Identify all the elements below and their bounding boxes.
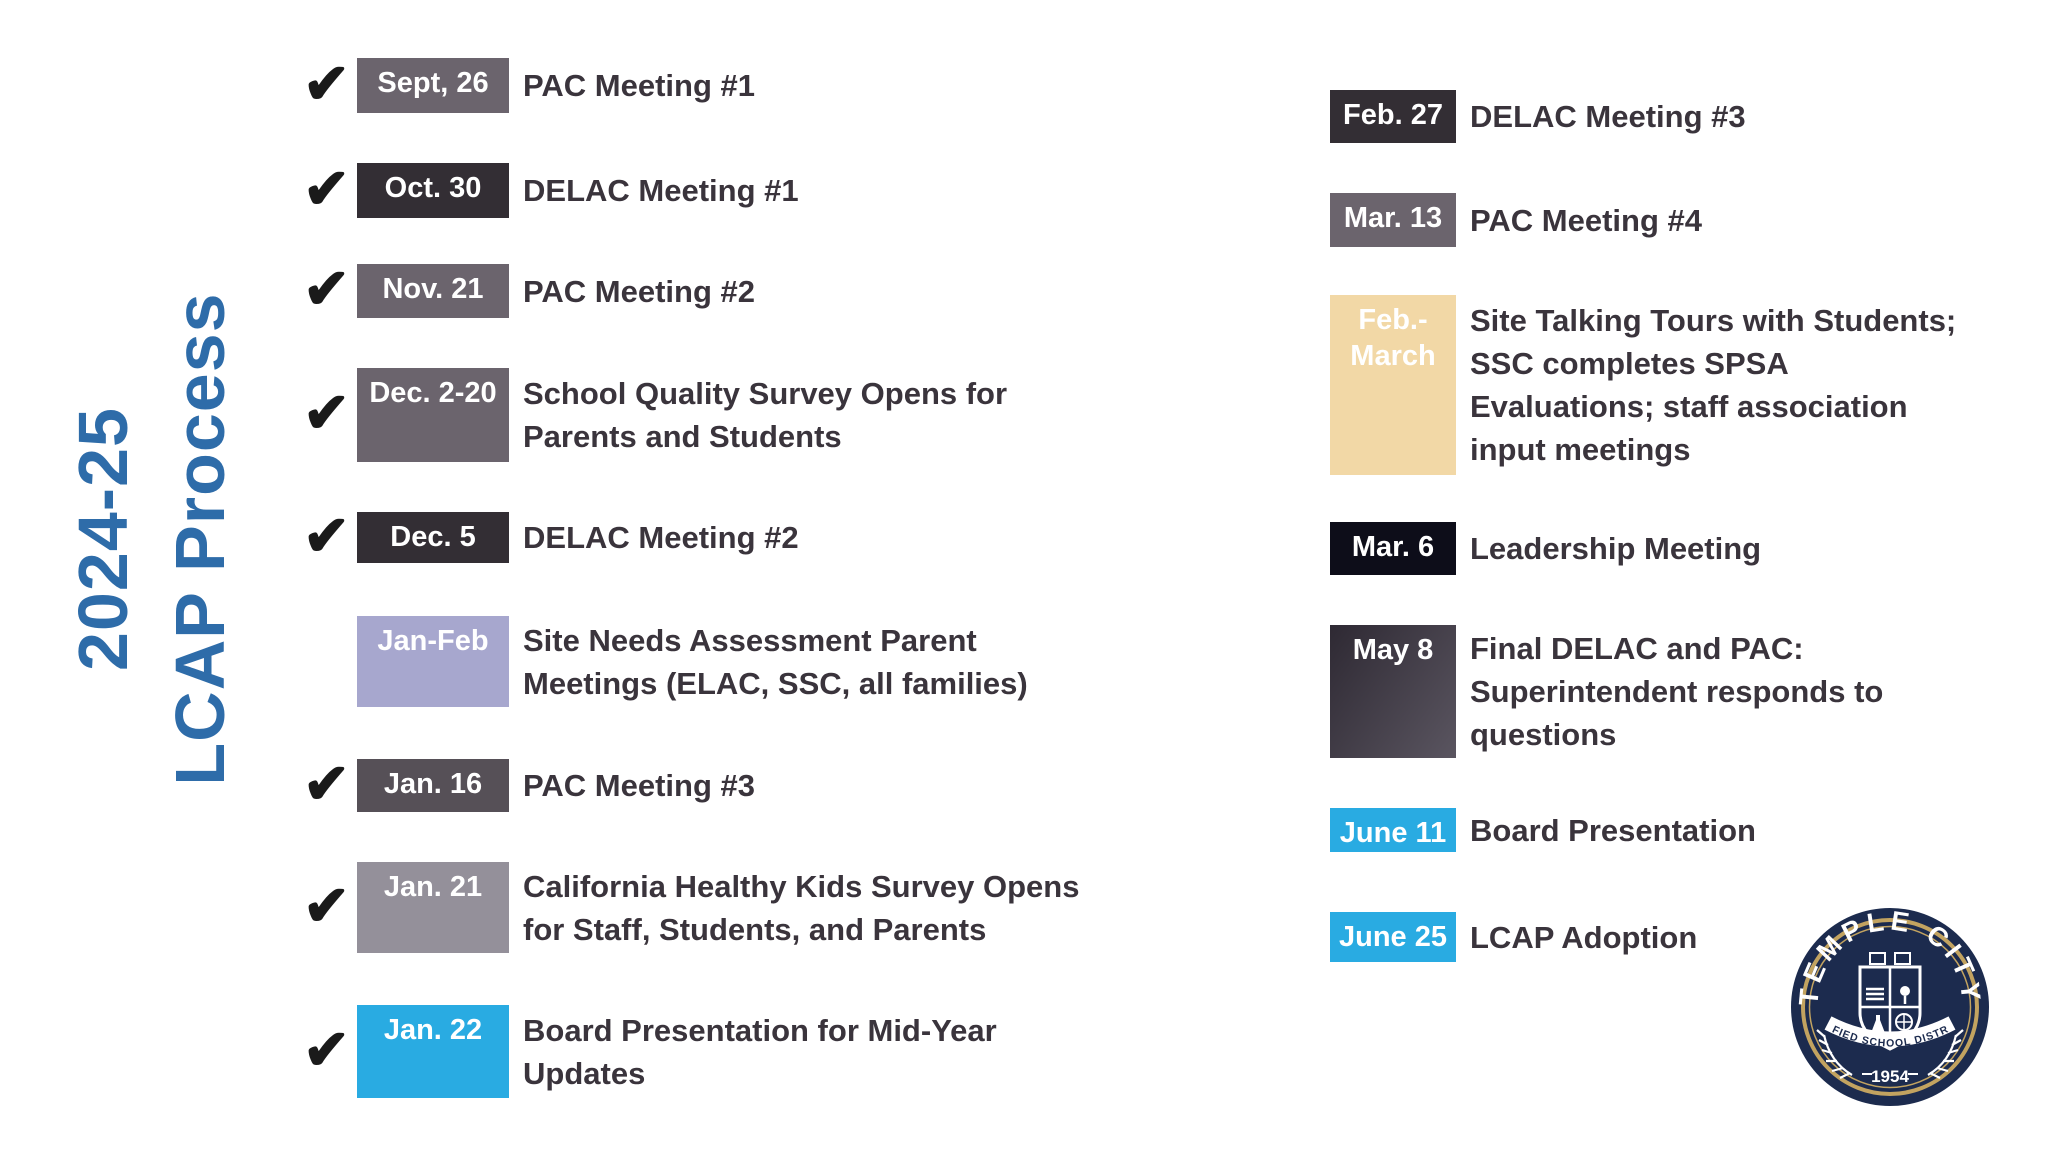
date-badge: Dec. 2-20 [357, 368, 509, 462]
event-label: LCAP Adoption [1470, 919, 1698, 955]
date-badge: Oct. 30 [357, 163, 509, 218]
district-seal-logo: TEMPLE CITY UNIFIED SCHOOL DISTRICT [1790, 907, 1989, 1106]
event-label: Final DELAC and PAC: Superintendent resp… [1470, 631, 1884, 752]
slide-title-line1: 2024-25 [64, 407, 142, 671]
timeline-row: ✔ Jan. 21 California Healthy Kids Survey… [303, 862, 1079, 953]
timeline-row: Mar. 13 PAC Meeting #4 [1330, 193, 1702, 247]
date-badge: Feb. 27 [1330, 90, 1456, 143]
seal-monogram-left [1869, 952, 1886, 965]
timeline-row: June 25 LCAP Adoption [1330, 912, 1697, 962]
seal-monogram-right [1894, 952, 1911, 965]
event-label: California Healthy Kids Survey Opens for… [523, 868, 1080, 947]
date-badge: Mar. 13 [1330, 193, 1456, 247]
slide-title-line2: LCAP Process [161, 292, 239, 786]
date-badge: Jan-Feb [357, 616, 509, 707]
date-badge: Jan. 21 [357, 862, 509, 953]
timeline-row: Feb.- March Site Talking Tours with Stud… [1330, 295, 1956, 475]
slide-title: 2024-25 LCAP Process [55, 189, 255, 889]
date-badge: Mar. 6 [1330, 522, 1456, 575]
event-label: DELAC Meeting #1 [523, 173, 799, 208]
event-label: DELAC Meeting #3 [1470, 99, 1746, 134]
event-label: DELAC Meeting #2 [523, 520, 799, 555]
timeline-row: Mar. 6 Leadership Meeting [1330, 522, 1761, 575]
timeline-row: ✔ Nov. 21 PAC Meeting #2 [303, 257, 755, 320]
seal-laurel-right [1927, 1029, 1964, 1079]
timeline-row: Feb. 27 DELAC Meeting #3 [1330, 90, 1746, 143]
timeline-row: May 8 Final DELAC and PAC: Superintenden… [1330, 625, 1883, 758]
timeline-row: ✔ Sept, 26 PAC Meeting #1 [303, 51, 755, 115]
event-label: Board Presentation for Mid-Year Updates [523, 1012, 997, 1091]
event-label: Site Talking Tours with Students; SSC co… [1470, 303, 1957, 467]
check-icon: ✔ [303, 873, 350, 937]
seal-gold-ring [1801, 918, 1979, 1096]
check-icon: ✔ [303, 51, 350, 115]
timeline-row: ✔ Dec. 2-20 School Quality Survey Opens … [303, 368, 1007, 462]
check-icon: ✔ [303, 257, 350, 320]
date-badge: Jan. 16 [357, 759, 509, 812]
event-label: PAC Meeting #3 [523, 768, 755, 803]
timeline-row: ✔ Dec. 5 DELAC Meeting #2 [303, 507, 799, 563]
date-badge: Dec. 5 [357, 512, 509, 563]
event-label: PAC Meeting #4 [1470, 202, 1702, 238]
date-badge: June 25 [1330, 912, 1456, 962]
date-badge: Sept, 26 [357, 58, 509, 113]
seal-flame-icon [1900, 986, 1910, 996]
seal-book-icon [1866, 987, 1884, 1001]
timeline-row: June 11 Board Presentation [1330, 808, 1756, 852]
seal-year: 1954 [1871, 1067, 1909, 1086]
check-icon: ✔ [303, 503, 350, 567]
event-label: Leadership Meeting [1470, 531, 1762, 566]
timeline-row: ✔ Jan. 16 PAC Meeting #3 [303, 751, 755, 815]
seal-gold-ring-inner [1808, 925, 1972, 1089]
date-badge: Jan. 22 [357, 1005, 509, 1098]
timeline-row: ✔ Oct. 30 DELAC Meeting #1 [303, 156, 799, 220]
seal-laurel-left [1816, 1029, 1853, 1079]
event-label: PAC Meeting #1 [523, 68, 755, 103]
check-icon: ✔ [303, 381, 350, 444]
timeline-row: Jan-Feb Site Needs Assessment Parent Mee… [303, 616, 1028, 707]
check-icon: ✔ [303, 751, 350, 815]
timeline-row: ✔ Jan. 22 Board Presentation for Mid-Yea… [303, 1005, 997, 1098]
date-badge: Nov. 21 [357, 264, 509, 318]
date-badge: June 11 [1330, 808, 1456, 852]
date-badge: Feb.- March [1330, 295, 1456, 475]
check-icon: ✔ [303, 156, 350, 220]
seal-flask-icon [1871, 1015, 1885, 1033]
event-label: PAC Meeting #2 [523, 273, 755, 309]
date-badge: May 8 [1330, 625, 1456, 758]
seal-banner-ribbon [1824, 1016, 1956, 1047]
event-label: Site Needs Assessment Parent Meetings (E… [523, 622, 1028, 701]
seal-shield [1858, 952, 1922, 1051]
event-label: Board Presentation [1470, 812, 1756, 848]
check-icon: ✔ [303, 1017, 350, 1081]
event-label: School Quality Survey Opens for Parents … [523, 376, 1008, 454]
